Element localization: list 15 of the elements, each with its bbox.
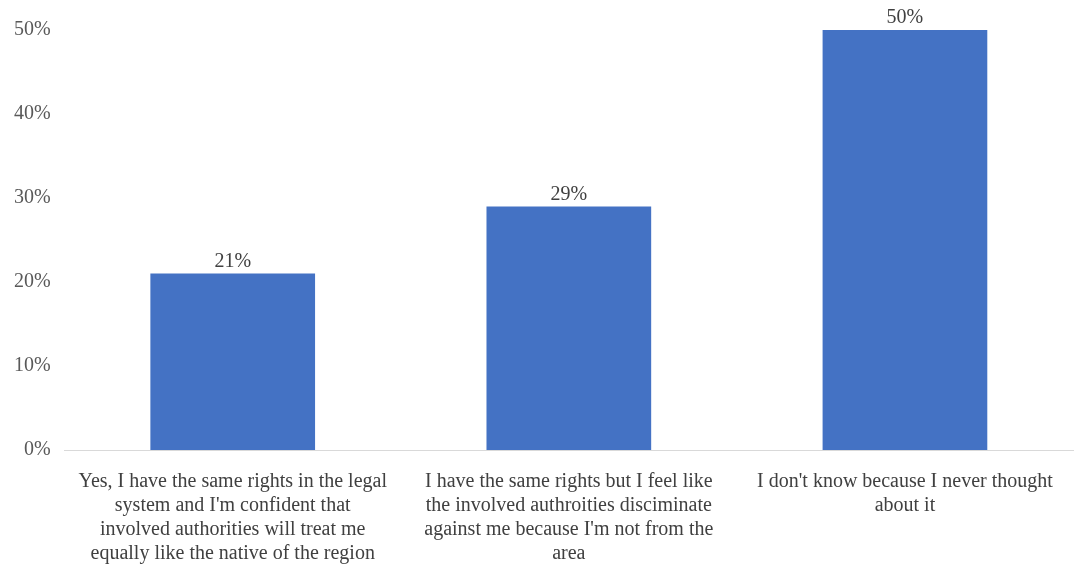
x-tick-label: I don't know because I never thought about it [757,469,1054,516]
y-tick-label: 40% [13,101,51,124]
y-tick-label: 10% [13,353,51,376]
y-tick-label: 0% [23,437,51,460]
data-label: 21% [214,248,252,271]
bar [150,273,316,450]
y-tick-label: 30% [13,185,51,208]
y-tick-label: 20% [13,269,51,292]
bar [486,206,652,450]
x-tick-label: I have the same rights but I feel like the involved authroities disciminate against me because I'm not from the area [424,469,714,564]
y-tick-label: 50% [13,17,51,40]
data-label: 50% [886,5,924,28]
x-tick-label: Yes, I have the same rights in the legal system and I'm confident that involved authorities will treat me equally like the native of the region [78,469,388,565]
data-label: 29% [550,181,588,204]
bar [822,30,988,450]
